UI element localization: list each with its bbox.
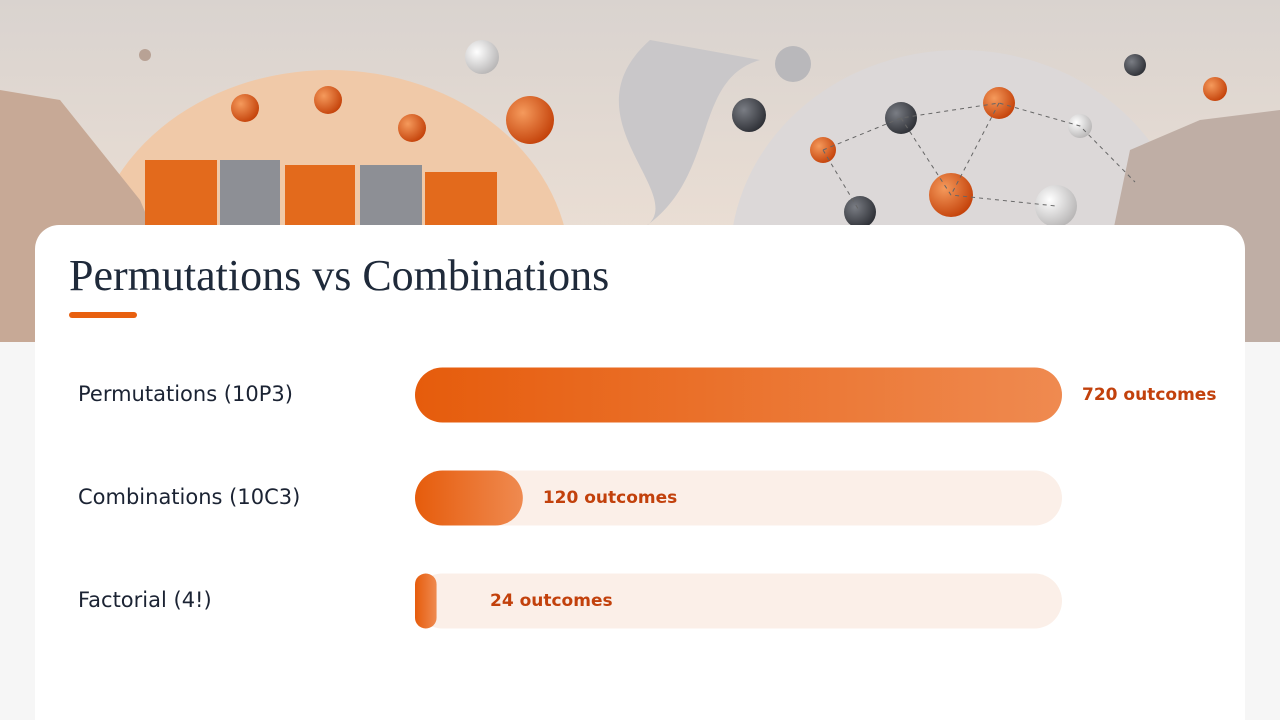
bar-track (415, 470, 1062, 526)
value-label: 24 outcomes (490, 591, 613, 611)
bar-track (415, 573, 1062, 629)
category-label: Combinations (10C3) (78, 485, 300, 509)
title-underline (69, 312, 137, 318)
value-label: 120 outcomes (543, 488, 677, 508)
value-label: 720 outcomes (1082, 385, 1216, 405)
chart-title: Permutations vs Combinations (69, 251, 609, 300)
bar (415, 367, 1062, 423)
category-label: Factorial (4!) (78, 588, 212, 612)
category-label: Permutations (10P3) (78, 382, 293, 406)
bar (415, 470, 523, 526)
bar (415, 573, 437, 629)
